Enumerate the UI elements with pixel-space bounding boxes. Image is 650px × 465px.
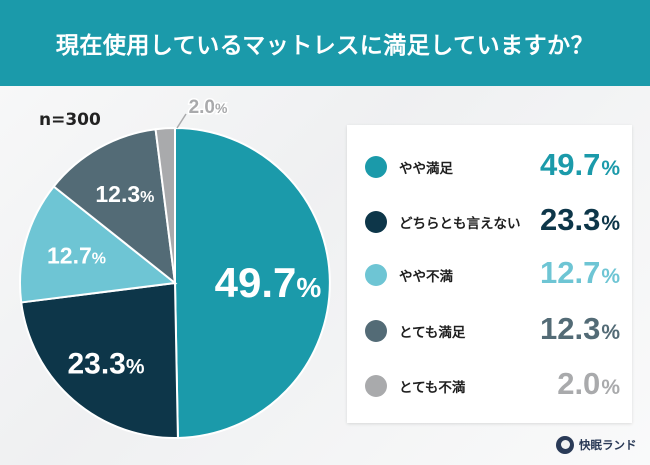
pie-slice-neutral [20,281,179,439]
pie-label-very-dissatisfied: 2.0% [189,97,228,118]
pie-slice-very-satisfied [52,128,177,286]
legend-swatch [365,264,387,286]
legend-item-somewhat-satisfied: やや満足 49.7% [347,147,632,187]
legend-item-somewhat-dissatisfied: やや不満 12.7% [347,255,632,295]
header-bar [0,0,650,86]
pie-slice-somewhat-satisfied [174,126,331,439]
legend-swatch [365,375,387,397]
chart-title: 現在使用しているマットレスに満足していますか？ [55,33,595,59]
moon-icon [556,436,574,454]
pie-label-somewhat-dissatisfied: 12.7% [47,243,106,269]
legend-panel: やや満足 49.7% どちらとも言えない 23.3% やや不満 12.7% とても満足 12.… [347,125,632,423]
legend-swatch [365,211,387,233]
pie-label-very-satisfied: 12.3% [95,181,154,207]
leader-line [176,113,187,129]
brand-name: 快眠ランド [579,438,637,452]
legend-value: 12.7% [539,255,620,290]
legend-label: どちらとも言えない [399,216,521,232]
legend-label: とても不満 [399,380,466,396]
legend-item-very-satisfied: とても満足 12.3% [347,311,632,351]
legend-swatch [365,320,387,342]
legend-swatch [365,156,387,178]
legend-label: とても満足 [399,325,466,341]
pie-label-somewhat-satisfied: 49.7% [215,259,322,306]
pie-label-neutral: 23.3% [67,348,144,381]
legend-item-neutral: どちらとも言えない 23.3% [347,202,632,242]
pie-slice-somewhat-dissatisfied [19,185,178,304]
legend-label: やや不満 [399,269,453,285]
legend-value: 49.7% [539,147,620,182]
legend-label: やや満足 [399,161,453,177]
legend-item-very-dissatisfied: とても不満 2.0% [347,366,632,406]
sample-size-label: n=300 [39,110,101,130]
brand-logo: 快眠ランド [556,434,637,456]
pie-slice-very-dissatisfied [154,126,176,284]
legend-value: 12.3% [539,311,620,346]
legend-value: 2.0% [557,366,620,401]
legend-value: 23.3% [539,202,620,237]
